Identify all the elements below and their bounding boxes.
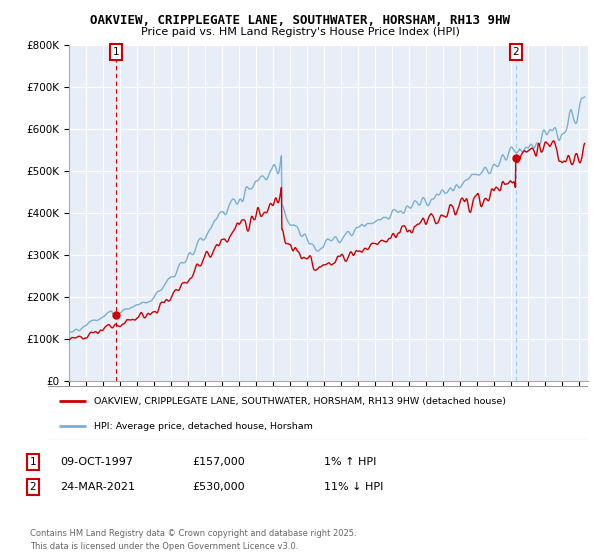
Text: 1: 1 bbox=[29, 457, 37, 467]
Text: 2: 2 bbox=[512, 47, 519, 57]
Text: HPI: Average price, detached house, Horsham: HPI: Average price, detached house, Hors… bbox=[94, 422, 313, 431]
Text: Contains HM Land Registry data © Crown copyright and database right 2025.
This d: Contains HM Land Registry data © Crown c… bbox=[30, 529, 356, 550]
Text: OAKVIEW, CRIPPLEGATE LANE, SOUTHWATER, HORSHAM, RH13 9HW (detached house): OAKVIEW, CRIPPLEGATE LANE, SOUTHWATER, H… bbox=[94, 397, 506, 406]
Text: Price paid vs. HM Land Registry's House Price Index (HPI): Price paid vs. HM Land Registry's House … bbox=[140, 27, 460, 37]
FancyBboxPatch shape bbox=[43, 386, 593, 440]
Text: OAKVIEW, CRIPPLEGATE LANE, SOUTHWATER, HORSHAM, RH13 9HW: OAKVIEW, CRIPPLEGATE LANE, SOUTHWATER, H… bbox=[90, 14, 510, 27]
Text: 2: 2 bbox=[29, 482, 37, 492]
Text: 11% ↓ HPI: 11% ↓ HPI bbox=[324, 482, 383, 492]
Text: 1: 1 bbox=[112, 47, 119, 57]
Point bbox=[111, 310, 121, 319]
Text: 24-MAR-2021: 24-MAR-2021 bbox=[60, 482, 135, 492]
Text: 09-OCT-1997: 09-OCT-1997 bbox=[60, 457, 133, 467]
Text: £157,000: £157,000 bbox=[192, 457, 245, 467]
Text: 1% ↑ HPI: 1% ↑ HPI bbox=[324, 457, 376, 467]
Text: £530,000: £530,000 bbox=[192, 482, 245, 492]
Point bbox=[511, 154, 520, 163]
